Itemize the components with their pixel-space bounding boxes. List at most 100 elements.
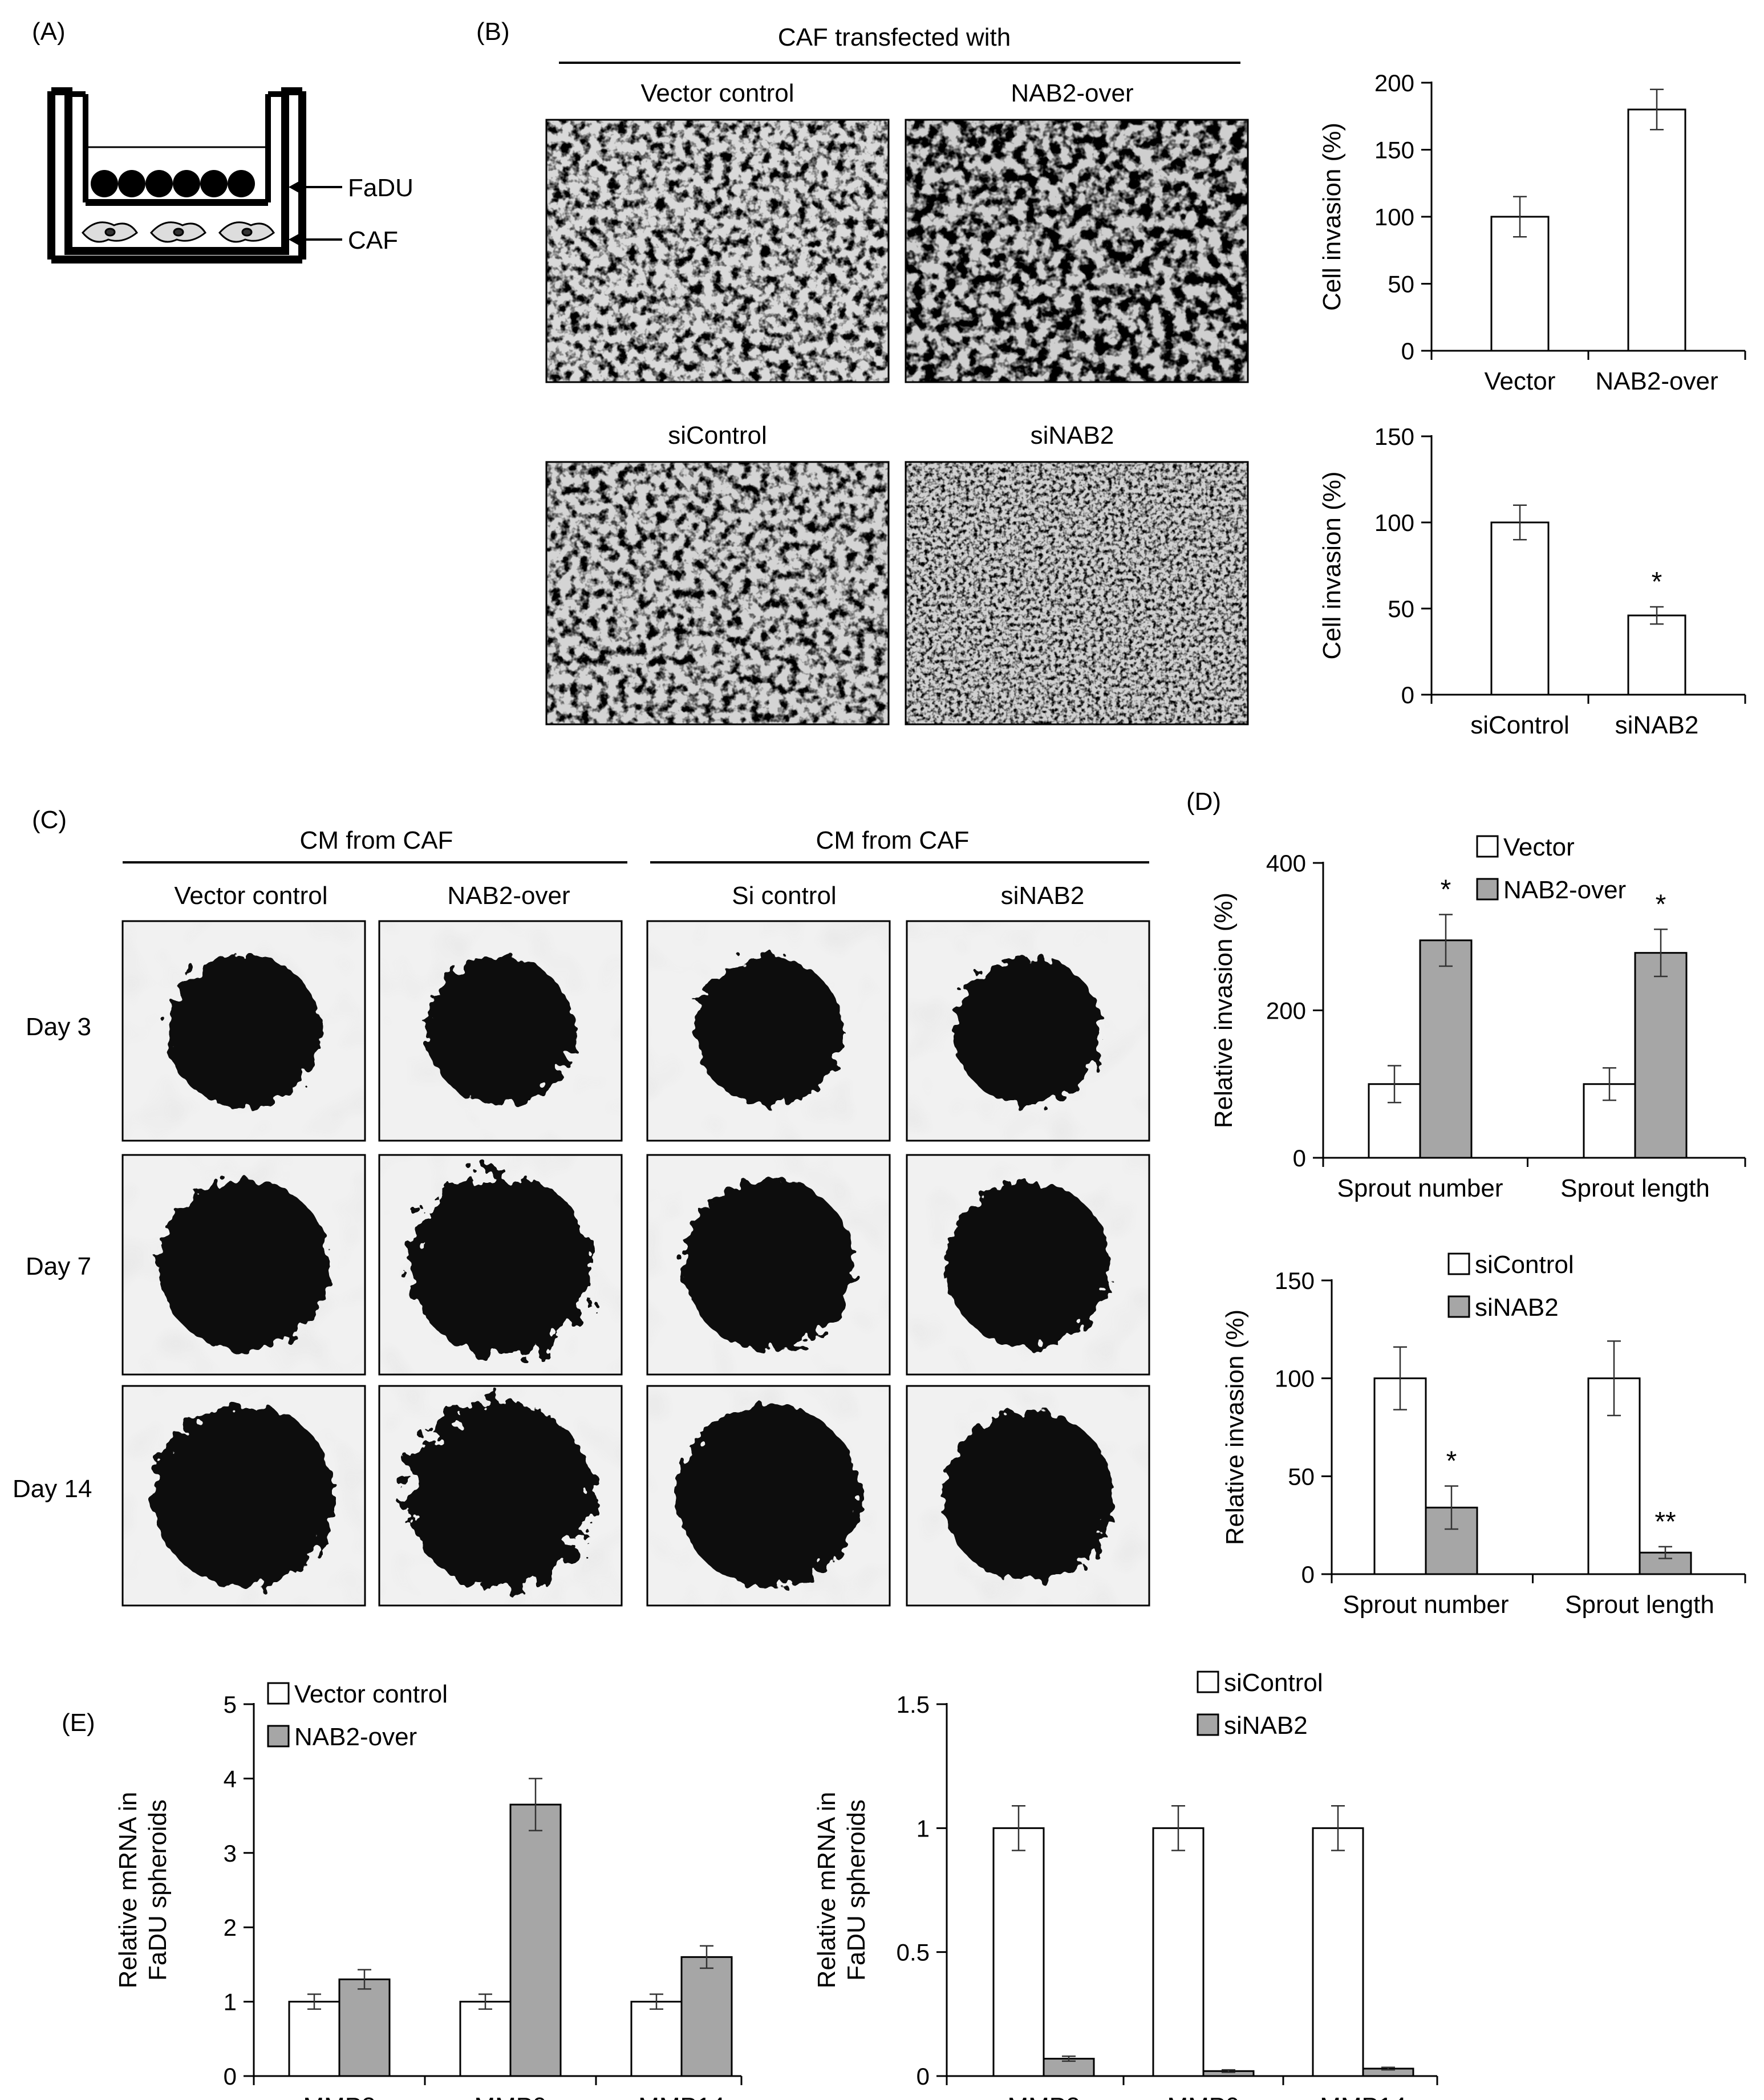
- spheroid: [683, 1179, 854, 1351]
- column-title-vector-control: Vector control: [174, 882, 327, 910]
- x-tick-label: MMP2: [1007, 2093, 1080, 2100]
- y-axis-label: Cell invasion (%): [1318, 123, 1346, 311]
- chart-d-bottom: 0 50 100 150 Sprout number Sprout length Relat…: [1221, 1251, 1746, 1619]
- chart-b-top: 0 50 100 150 200 Vector NAB2-over Cell invasion…: [1318, 70, 1746, 395]
- image-title-nab2-over: NAB2-over: [1011, 79, 1133, 107]
- svg-text:Relative mRNA in: Relative mRNA in: [114, 1792, 142, 1989]
- y-tick-label: 200: [1374, 70, 1414, 96]
- y-tick-label: 0: [224, 2063, 237, 2090]
- image-title-sicontrol: siControl: [668, 421, 767, 449]
- chart-e-left: 0 1 2 3 4 5 MMP2 MMP9 MMP14 Relative mRNA inFaDU …: [114, 1680, 743, 2100]
- svg-text:Relative mRNA in: Relative mRNA in: [813, 1792, 841, 1989]
- bar: [1152, 1827, 1205, 2077]
- y-tick-label: 0.5: [897, 1939, 930, 1966]
- panel-a-label: (A): [32, 18, 66, 46]
- y-tick-label: 3: [224, 1840, 237, 1867]
- chart-e-right: 0 0.5 1 1.5 MMP2 MMP9 MMP14 Relative mRNA inFaD…: [813, 1669, 1438, 2100]
- transwell-diagram: [47, 87, 306, 263]
- bar: [1373, 1377, 1427, 1575]
- fadu-label: FaDU: [348, 174, 413, 202]
- y-tick-label: 0: [1401, 338, 1414, 364]
- bar: [459, 2001, 512, 2077]
- micrograph-sicontrol: [545, 461, 890, 725]
- x-tick-label: NAB2-over: [1595, 367, 1718, 395]
- spheroid-image: [646, 1385, 891, 1607]
- bar: [1627, 108, 1686, 352]
- group-header-1: CM from CAF: [300, 826, 453, 854]
- x-tick-label: MMP9: [474, 2093, 546, 2100]
- bar: [992, 1827, 1045, 2077]
- panel-d-label: (D): [1186, 788, 1221, 816]
- spheroid: [694, 956, 843, 1105]
- legend-swatch: [267, 1725, 290, 1748]
- spheroid-image: [378, 1385, 623, 1607]
- spheroid: [942, 1410, 1114, 1582]
- group-header-2: CM from CAF: [816, 826, 970, 854]
- legend-label: Vector: [1503, 833, 1575, 861]
- legend-label: NAB2-over: [294, 1723, 417, 1751]
- legend-swatch: [1197, 1671, 1219, 1693]
- caf-transfected-header: CAF transfected with: [778, 23, 1011, 51]
- significance-mark: *: [1446, 1446, 1457, 1477]
- y-tick-label: 50: [1388, 595, 1414, 622]
- y-tick-label: 400: [1266, 850, 1306, 877]
- y-tick-label: 100: [1374, 509, 1414, 536]
- caf-cells: [82, 221, 275, 243]
- bar: [288, 2001, 340, 2077]
- y-tick-label: 50: [1388, 271, 1414, 298]
- spheroid-image: [906, 920, 1150, 1142]
- bar: [1490, 521, 1550, 696]
- x-tick-label: Sprout length: [1560, 1174, 1710, 1202]
- significance-mark: *: [1656, 889, 1666, 919]
- y-axis-label: Relative invasion (%): [1221, 1310, 1249, 1545]
- legend-swatch: [1197, 1713, 1219, 1736]
- x-tick-label: MMP9: [1167, 2093, 1239, 2100]
- spheroid: [426, 956, 575, 1105]
- x-tick-label: Vector: [1485, 367, 1556, 395]
- legend: Vector control NAB2-over: [267, 1680, 448, 1751]
- legend-label: Vector control: [294, 1680, 448, 1708]
- y-axis-label: Relative mRNA in FaDU spheroids: [114, 1792, 172, 1989]
- legend-swatch: [1476, 835, 1499, 858]
- bar: [1627, 614, 1686, 696]
- spheroid-image: [646, 1154, 891, 1376]
- y-tick-label: 0: [1293, 1145, 1306, 1171]
- legend-label: siControl: [1475, 1251, 1574, 1279]
- spheroid-image: [646, 920, 891, 1142]
- bar: [680, 1956, 733, 2077]
- y-tick-label: 200: [1266, 998, 1306, 1024]
- significance-mark: **: [1654, 1507, 1676, 1537]
- y-tick-label: 100: [1275, 1365, 1315, 1392]
- row-label-day7: Day 7: [26, 1252, 91, 1280]
- legend-swatch: [1447, 1252, 1470, 1275]
- bar: [1312, 1827, 1364, 2077]
- x-tick-label: MMP14: [638, 2093, 725, 2100]
- fadu-cells: [91, 170, 255, 197]
- spheroid-image: [906, 1154, 1150, 1376]
- bar: [1634, 952, 1688, 1159]
- y-tick-label: 5: [224, 1691, 237, 1718]
- legend-swatch: [1476, 878, 1499, 901]
- image-title-vector-control: Vector control: [640, 79, 794, 107]
- legend-swatch: [267, 1682, 290, 1705]
- chart-d-top: 0 200 400 Sprout number Sprout length Relativ…: [1210, 833, 1746, 1202]
- significance-mark: *: [1652, 567, 1662, 597]
- x-tick-label: MMP14: [1320, 2093, 1406, 2100]
- y-tick-label: 100: [1374, 204, 1414, 230]
- bar: [630, 2001, 683, 2077]
- spheroid-image: [906, 1385, 1150, 1607]
- spheroid: [158, 1179, 330, 1351]
- spheroid: [406, 1401, 595, 1590]
- bar: [338, 1978, 391, 2077]
- spheroid-image: [121, 920, 366, 1142]
- spheroid: [152, 1404, 335, 1587]
- svg-text:Cell invasion (%): Cell invasion (%): [1318, 123, 1346, 311]
- svg-text:Cell invasion (%): Cell invasion (%): [1318, 471, 1346, 659]
- spheroid-image: [378, 920, 623, 1142]
- spheroid-image: [121, 1385, 366, 1607]
- row-label-day14: Day 14: [13, 1475, 92, 1503]
- column-title-nab2-over: NAB2-over: [447, 882, 570, 910]
- y-axis-label: Cell invasion (%): [1318, 471, 1346, 659]
